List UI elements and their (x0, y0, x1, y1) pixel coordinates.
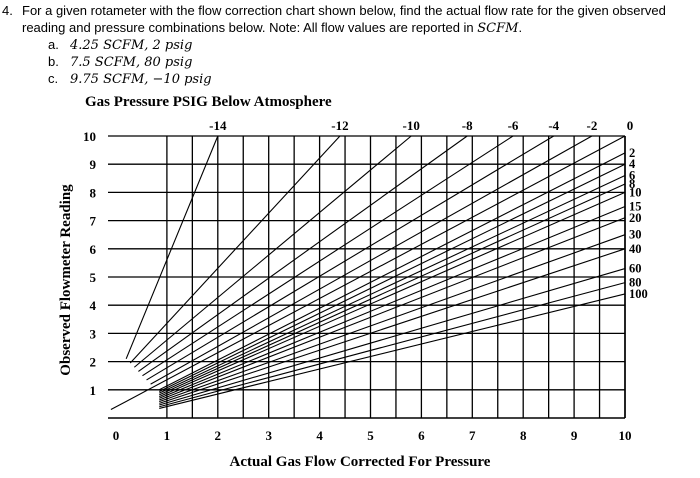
correction-line-100 (159, 293, 626, 409)
problem-statement: 4. For a given rotameter with the flow c… (0, 2, 700, 87)
y-tick-7: 7 (90, 214, 97, 229)
sub-question-c: c. 9.75 SCFM, −10 psig (48, 70, 212, 88)
x-tick-2: 2 (215, 428, 222, 443)
y-axis-label: Observed Flowmeter Reading (58, 184, 74, 376)
top-tick-minus-2: -2 (586, 118, 597, 133)
correction-line-minus-4 (146, 135, 555, 381)
correction-line-80 (159, 282, 626, 408)
correction-line-minus-14 (125, 135, 219, 359)
correction-line-minus-2 (150, 135, 593, 385)
y-tick-8: 8 (90, 185, 97, 200)
y-tick-2: 2 (90, 355, 97, 370)
x-tick-8: 8 (520, 428, 527, 443)
right-tick-4: 4 (629, 157, 636, 171)
right-tick-10: 10 (629, 185, 642, 199)
top-tick-minus-10: -10 (403, 118, 420, 133)
question-number: 4. (2, 3, 13, 18)
question-line-1: For a given rotameter with the flow corr… (22, 3, 666, 18)
y-tick-1: 1 (90, 383, 97, 398)
right-tick-30: 30 (629, 228, 642, 242)
top-tick-minus-8: -8 (462, 118, 473, 133)
correction-line-30 (159, 234, 626, 403)
top-tick-minus-12: -12 (331, 118, 348, 133)
question-period: . (518, 20, 523, 35)
top-tick-minus-6: -6 (508, 118, 519, 133)
correction-line-minus-6 (142, 135, 514, 377)
x-axis-label: Actual Gas Flow Corrected For Pressure (230, 454, 491, 470)
correction-line-15 (159, 205, 626, 399)
correction-line-20 (159, 217, 626, 401)
correction-line-10 (159, 191, 626, 398)
sub-label-c: c. (48, 71, 59, 86)
question-line-2-text: reading and pressure combinations below.… (22, 20, 478, 35)
y-tick-10: 10 (83, 129, 96, 144)
top-tick-minus-14: -14 (209, 118, 227, 133)
question-line-2: reading and pressure combinations below.… (22, 19, 522, 37)
correction-line-0 (110, 135, 626, 411)
y-tick-3: 3 (90, 326, 97, 341)
x-tick-4: 4 (316, 428, 323, 443)
sub-label-b: b. (48, 54, 59, 69)
sub-value-c: 9.75 SCFM, −10 psig (70, 72, 212, 87)
sub-question-a: a. 4.25 SCFM, 2 psig (48, 36, 192, 54)
sub-question-b: b. 7.5 SCFM, 80 psig (48, 53, 192, 71)
correction-line-minus-8 (138, 135, 468, 372)
sub-value-b: 7.5 SCFM, 80 psig (70, 55, 193, 70)
right-tick-15: 15 (629, 200, 642, 214)
right-tick-8: 8 (629, 177, 635, 191)
right-tick-80: 80 (629, 276, 642, 290)
correction-line-60 (159, 268, 626, 406)
x-tick-7: 7 (469, 428, 476, 443)
chart-title: Gas Pressure PSIG Below Atmosphere (85, 94, 332, 110)
question-unit: SCFM (477, 21, 519, 36)
correction-line-minus-10 (133, 135, 412, 368)
correction-line-4 (159, 163, 626, 392)
correction-lines (110, 135, 626, 411)
correction-line-2 (159, 152, 626, 391)
x-tick-10: 10 (619, 428, 632, 443)
right-tick-40: 40 (629, 242, 642, 256)
correction-line-8 (159, 183, 626, 396)
right-tick-6: 6 (629, 168, 635, 182)
right-tick-100: 100 (629, 287, 648, 301)
right-tick-60: 60 (629, 262, 642, 276)
right-tick-2: 2 (629, 146, 635, 160)
y-tick-9: 9 (90, 157, 97, 172)
correction-line-6 (159, 174, 626, 394)
top-tick-0: 0 (627, 118, 634, 133)
top-tick-minus-4: -4 (548, 118, 559, 133)
correction-line-minus-12 (129, 135, 341, 364)
correction-line-40 (159, 248, 626, 404)
x-tick-6: 6 (418, 428, 425, 443)
sub-label-a: a. (48, 37, 59, 52)
tick-labels: 0 1 2 3 4 5 6 7 8 9 10 1 2 3 4 5 6 7 8 9 10 -14 -12 -10 -8 -6 -4 -2… (83, 118, 648, 443)
x-tick-9: 9 (571, 428, 578, 443)
y-tick-5: 5 (90, 270, 97, 285)
sub-value-a: 4.25 SCFM, 2 psig (70, 38, 193, 53)
right-tick-20: 20 (629, 211, 642, 225)
x-tick-3: 3 (265, 428, 272, 443)
x-tick-5: 5 (367, 428, 374, 443)
y-tick-4: 4 (90, 298, 97, 313)
x-tick-1: 1 (164, 428, 171, 443)
y-tick-6: 6 (90, 242, 97, 257)
x-tick-0: 0 (113, 428, 120, 443)
grid (108, 135, 626, 419)
